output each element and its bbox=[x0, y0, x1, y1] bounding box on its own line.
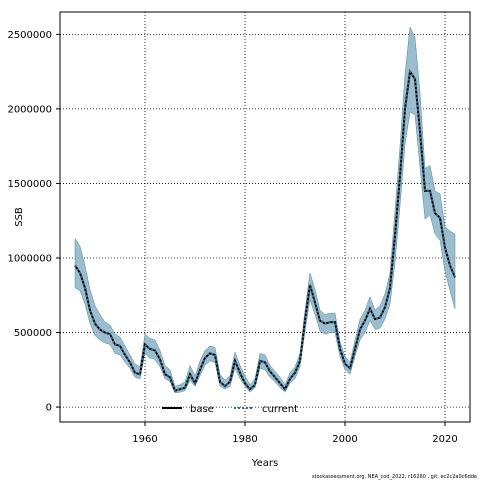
y-tick-label-2: 1000000 bbox=[7, 254, 52, 265]
x-axis-title: Years bbox=[251, 458, 278, 469]
series-line-current bbox=[74, 68, 456, 392]
x-tick-label-3: 2020 bbox=[432, 434, 457, 445]
legend-base-label: base bbox=[190, 404, 214, 415]
confidence-band-layer bbox=[74, 26, 456, 394]
footer-credit: stockassessment.org, NEA_cod_2022, r1626… bbox=[312, 474, 477, 480]
series-lines-layer bbox=[74, 68, 456, 392]
legend: base current bbox=[162, 404, 298, 415]
x-tick-label-1: 1980 bbox=[232, 434, 257, 445]
y-axis-title: SSB bbox=[14, 207, 25, 227]
y-tick-label-4: 2000000 bbox=[7, 104, 52, 115]
x-axis: 1960 1980 2000 2020 bbox=[132, 422, 458, 445]
y-tick-label-0: 0 bbox=[46, 403, 52, 414]
x-tick-label-2: 2000 bbox=[332, 434, 357, 445]
y-tick-label-3: 1500000 bbox=[7, 179, 52, 190]
y-tick-label-1: 500000 bbox=[14, 328, 52, 339]
confidence-band bbox=[74, 26, 456, 394]
x-tick-label-0: 1960 bbox=[132, 434, 157, 445]
plot-frame bbox=[59, 11, 471, 423]
legend-current-label: current bbox=[262, 404, 298, 415]
y-axis: 0 500000 1000000 1500000 2000000 2500000 bbox=[7, 30, 60, 414]
grid bbox=[60, 12, 470, 422]
y-tick-label-5: 2500000 bbox=[7, 30, 52, 41]
